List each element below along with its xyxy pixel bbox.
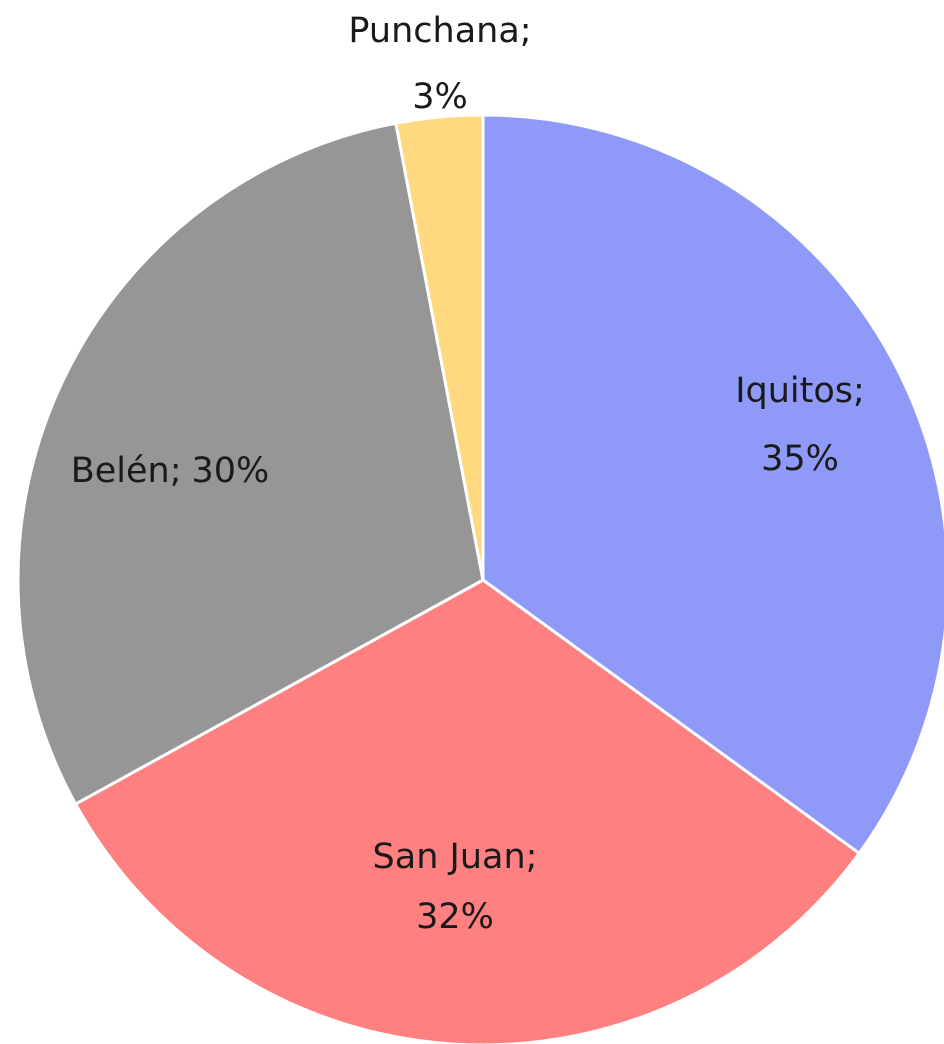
category-label: Iquitos;: [735, 371, 865, 411]
value-label: 32%: [416, 897, 494, 937]
value-label: 3%: [412, 77, 468, 117]
data-label: Belén; 30%: [71, 451, 270, 491]
category-label: Belén;: [71, 451, 182, 491]
pie-slice: [481, 113, 944, 856]
value-label: 30%: [191, 451, 269, 491]
value-label: 35%: [761, 439, 839, 479]
category-label: Punchana;: [348, 11, 531, 51]
data-label: San Juan; 32%: [373, 837, 538, 937]
data-label: Punchana; 3%: [348, 11, 531, 117]
data-label: Iquitos; 35%: [735, 371, 865, 479]
pie-slice: [16, 121, 485, 807]
pie-slice: [394, 113, 485, 581]
category-label: San Juan;: [373, 837, 538, 877]
